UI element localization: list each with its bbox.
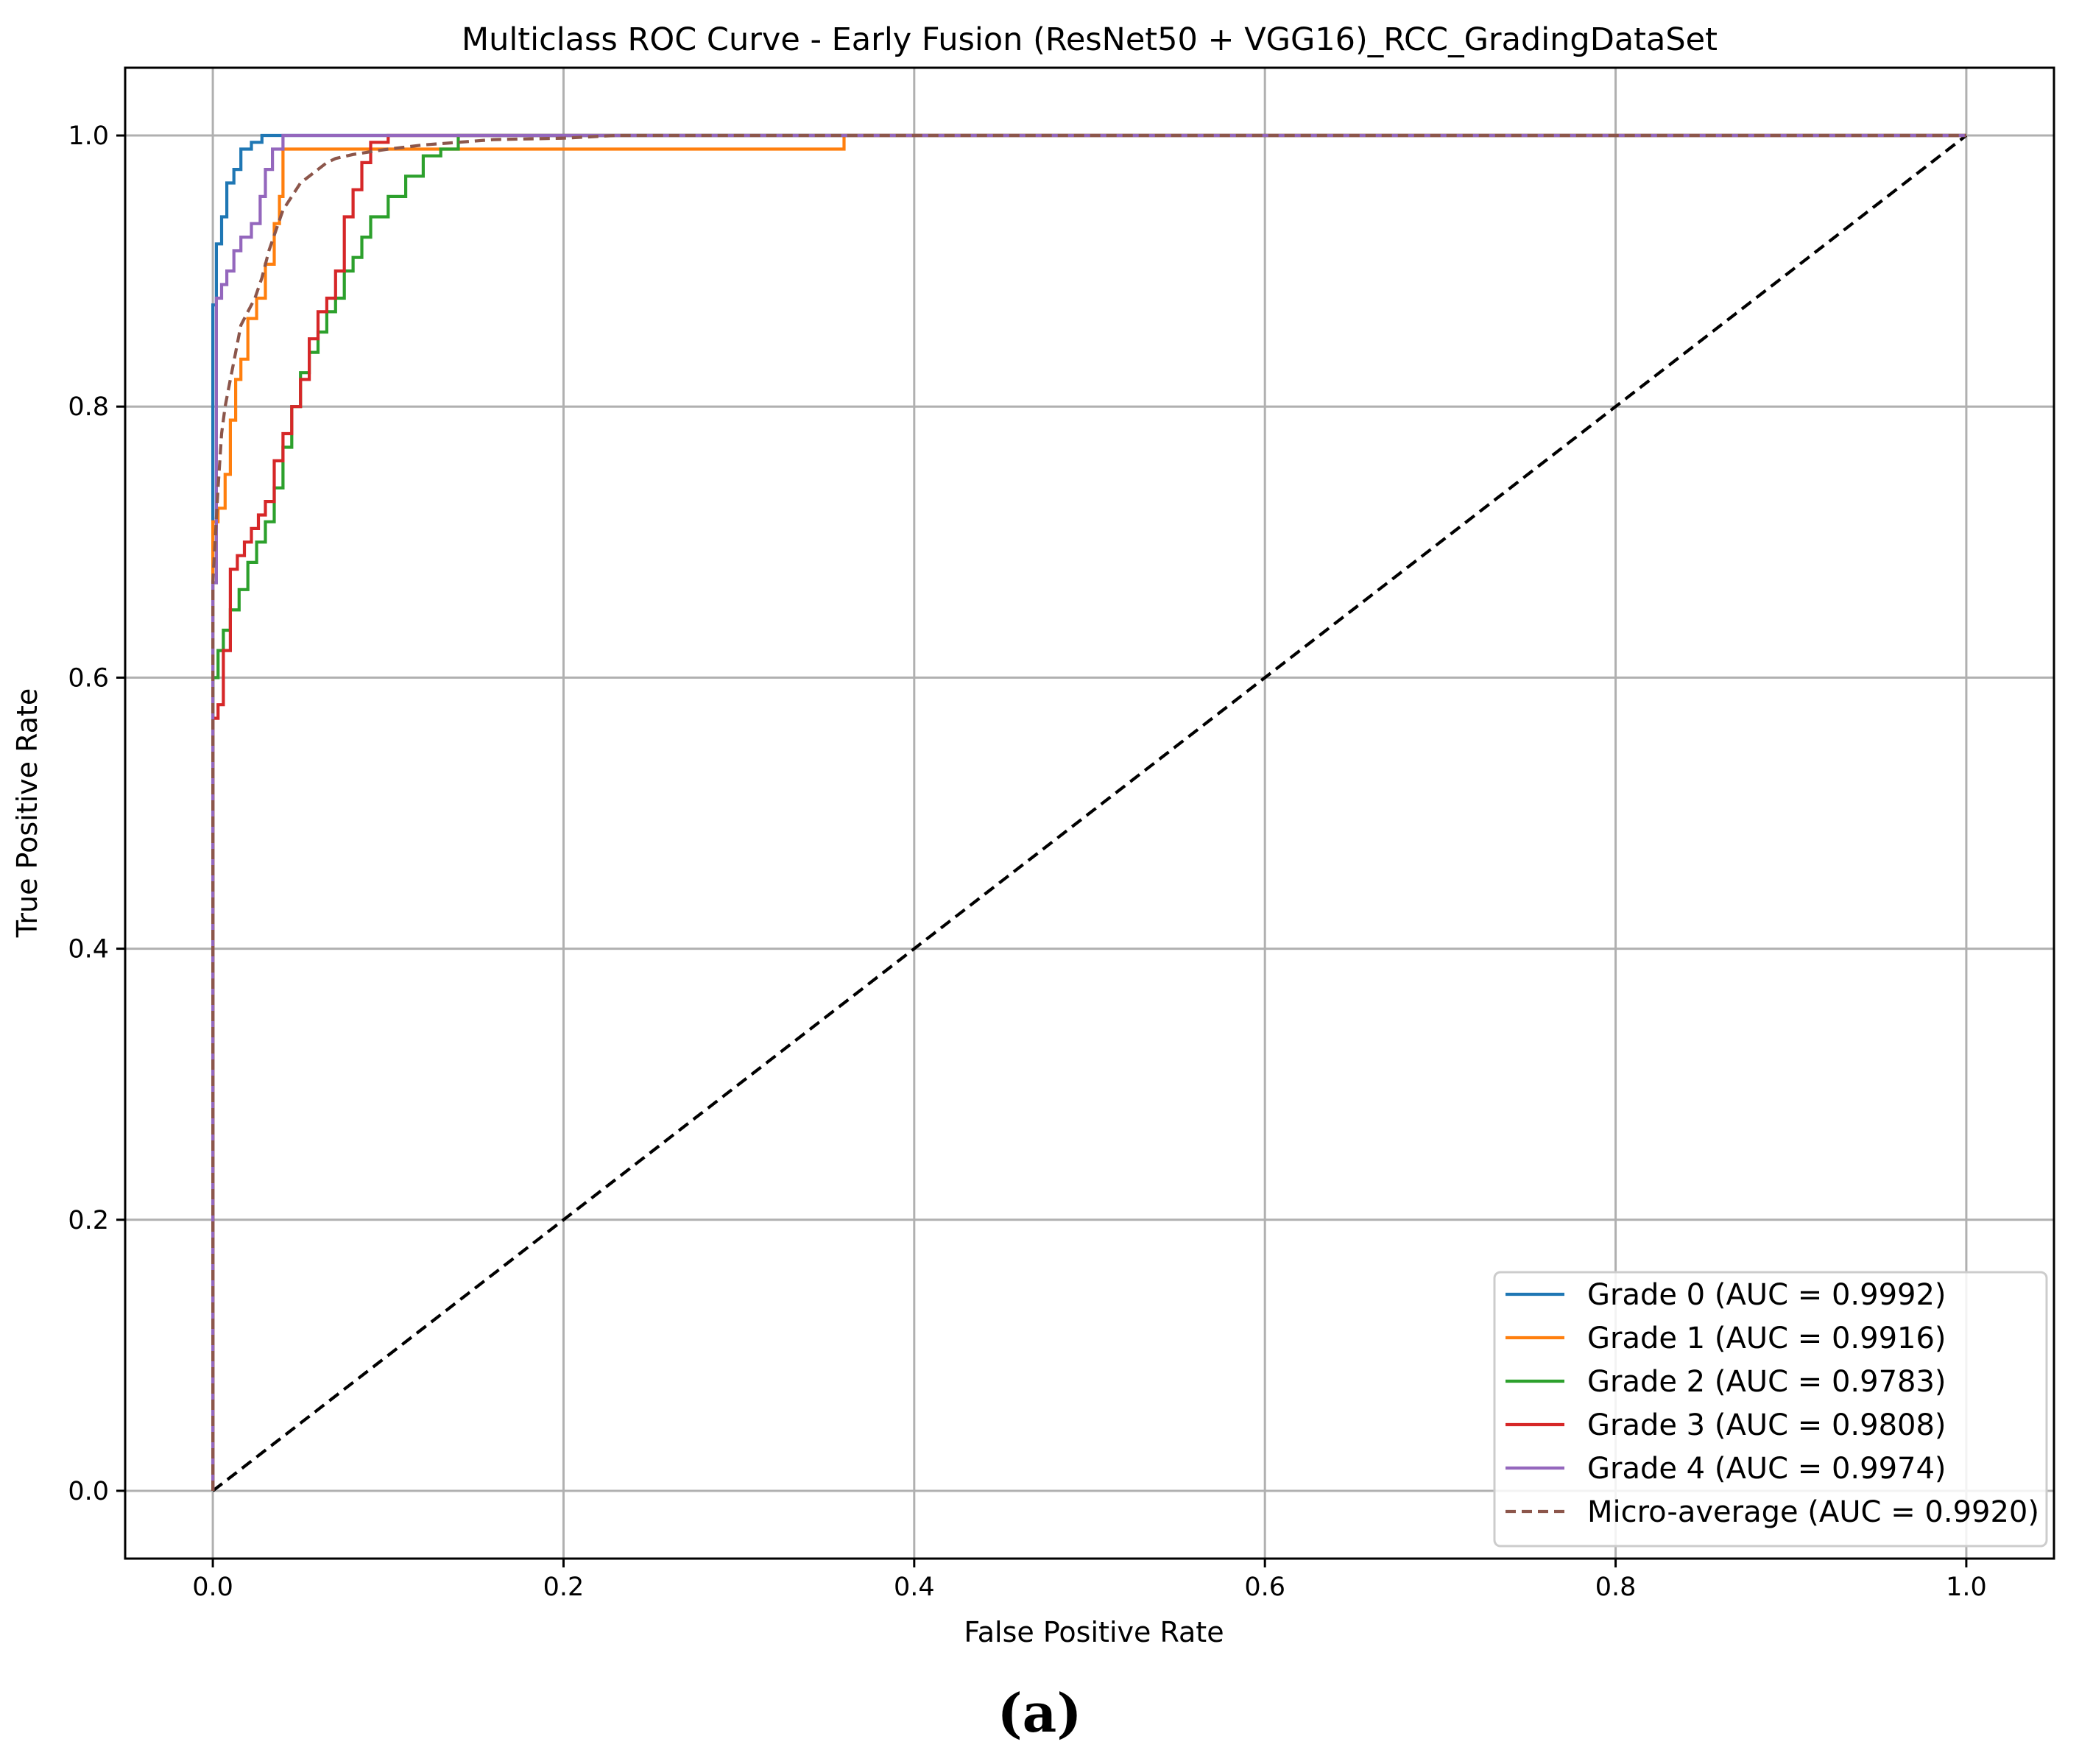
legend-label-3: Grade 3 (AUC = 0.9808) [1587, 1408, 1946, 1442]
y-axis-label: True Positive Rate [11, 688, 43, 939]
y-tick-label-5: 1.0 [68, 121, 109, 151]
y-tick-label-2: 0.4 [68, 935, 109, 964]
y-tick-label-0: 0.0 [68, 1477, 109, 1506]
legend-label-0: Grade 0 (AUC = 0.9992) [1587, 1278, 1946, 1312]
x-tick-label-1: 0.2 [543, 1573, 585, 1602]
series-line-4 [211, 133, 1966, 1491]
series-line-1 [211, 133, 1966, 1491]
series-line-0 [211, 133, 1966, 1491]
x-tick-label-0: 0.0 [192, 1573, 233, 1602]
x-axis-label: False Positive Rate [964, 1616, 1224, 1648]
series-line-3 [211, 133, 1966, 1491]
legend-box [1493, 1271, 2048, 1548]
chart-title: Multiclass ROC Curve - Early Fusion (Res… [462, 21, 1718, 58]
chance-diagonal [211, 134, 1968, 1492]
legend-label-1: Grade 1 (AUC = 0.9916) [1587, 1322, 1946, 1355]
y-ticks: 0.0 0.2 0.4 0.6 0.8 1.0 [68, 121, 125, 1506]
plot-frame [124, 66, 2055, 1560]
x-tick-label-5: 1.0 [1946, 1573, 1987, 1602]
legend: Grade 0 (AUC = 0.9992) Grade 1 (AUC = 0.9… [1493, 1271, 2048, 1548]
legend-label-4: Grade 4 (AUC = 0.9974) [1587, 1452, 1946, 1486]
x-tick-label-2: 0.4 [894, 1573, 935, 1602]
series-lines [211, 133, 1966, 1491]
series-line-2 [211, 133, 1966, 1491]
legend-label-2: Grade 2 (AUC = 0.9783) [1587, 1365, 1946, 1399]
x-tick-label-4: 0.8 [1595, 1573, 1637, 1602]
x-ticks: 0.0 0.2 0.4 0.6 0.8 1.0 [192, 1559, 1987, 1602]
y-tick-label-3: 0.6 [68, 663, 109, 693]
legend-label-5: Micro-average (AUC = 0.9920) [1587, 1495, 2039, 1529]
y-tick-label-1: 0.2 [68, 1206, 109, 1235]
series-line-5 [211, 133, 1966, 1491]
y-tick-label-4: 0.8 [68, 392, 109, 422]
chance-diagonal-line [211, 134, 1968, 1492]
figure-caption: (a) [998, 1682, 1082, 1744]
x-tick-label-3: 0.6 [1244, 1573, 1285, 1602]
